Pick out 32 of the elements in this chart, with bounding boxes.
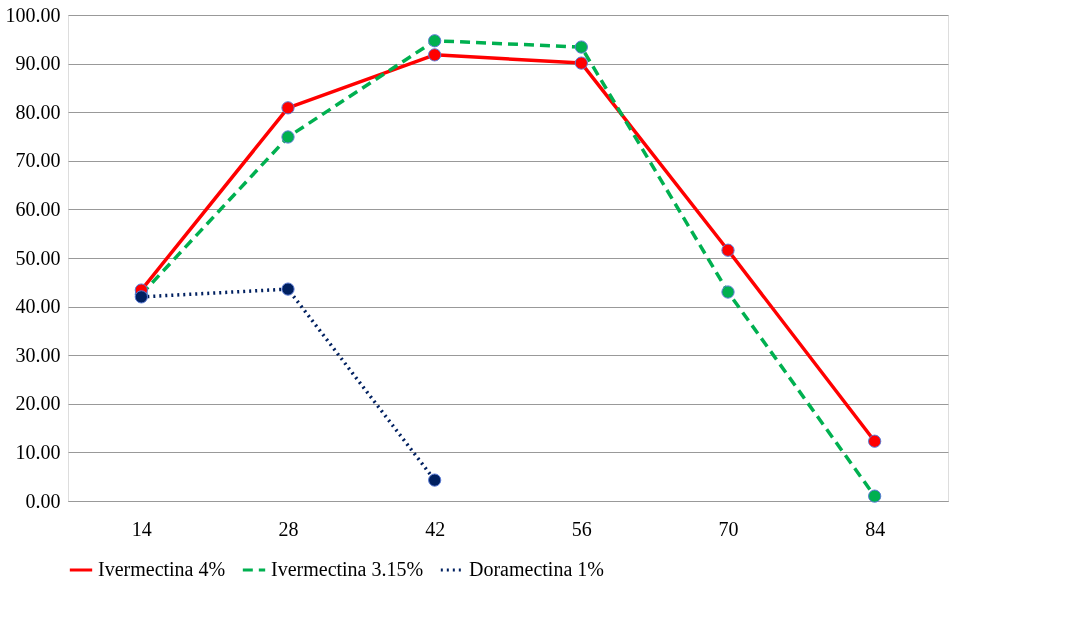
y-tick-label: 70.00 (15, 149, 61, 172)
y-tick-label: 90.00 (15, 52, 61, 75)
y-tick-label: 60.00 (15, 197, 61, 220)
point (428, 473, 442, 487)
legend-label: Ivermectina 3.15% (271, 558, 424, 580)
y-tick-label: 50.00 (15, 246, 61, 269)
x-tick-label: 70 (718, 517, 739, 540)
point (868, 489, 882, 503)
point (428, 34, 442, 48)
point (281, 282, 295, 296)
point (868, 434, 882, 448)
y-tick-label: 100.00 (5, 3, 61, 26)
point (574, 56, 588, 70)
point (281, 130, 295, 144)
point (428, 48, 442, 62)
x-tick-label: 28 (278, 517, 299, 540)
point (574, 40, 588, 54)
legend-label: Doramectina 1% (469, 558, 604, 580)
x-tick-label: 42 (425, 517, 446, 540)
x-tick-label: 14 (131, 517, 152, 540)
point (721, 243, 735, 257)
point (281, 101, 295, 115)
y-tick-label: 40.00 (15, 295, 61, 318)
point (721, 285, 735, 299)
y-tick-label: 20.00 (15, 392, 61, 415)
y-tick-label: 30.00 (15, 343, 61, 366)
y-tick-label: 0.00 (25, 489, 61, 512)
y-tick-label: 80.00 (15, 100, 61, 123)
y-tick-label: 10.00 (15, 440, 61, 463)
legend-label: Ivermectina 4% (98, 558, 226, 580)
x-tick-label: 56 (571, 517, 592, 540)
x-tick-label: 84 (865, 517, 886, 540)
